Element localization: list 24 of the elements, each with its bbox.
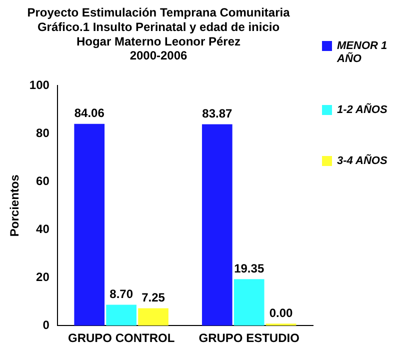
- bar: [74, 124, 105, 326]
- data-label: 19.35: [234, 261, 264, 276]
- legend-label: MENOR 1 AÑO: [337, 40, 388, 66]
- y-tick-label: 100: [29, 78, 50, 92]
- y-tick-label: 0: [42, 318, 50, 332]
- x-tick-label: GRUPO ESTUDIO: [198, 331, 300, 346]
- y-tick-label: 80: [36, 126, 50, 140]
- bar: [106, 304, 136, 326]
- y-tick-label: 40: [36, 222, 50, 236]
- data-label: 8.70: [110, 287, 134, 302]
- data-label: 0.00: [269, 306, 294, 320]
- x-tick-label: GRUPO CONTROL: [68, 331, 175, 346]
- bar: [138, 308, 168, 326]
- data-label: 83.87: [202, 106, 232, 121]
- data-label: 7.25: [142, 290, 166, 305]
- data-label: 84.06: [74, 106, 105, 120]
- chart-title: Proyecto Estimulación Temprana Comunitaria Gráfico.1 Insulto Perinatal y edad de inicio Hogar Materno Leonor Pérez 2000-2006: [27, 6, 290, 63]
- y-axis-title: Porcientos: [8, 174, 22, 237]
- legend-label: 3-4 AÑOS: [337, 155, 388, 168]
- y-tick-label: 60: [36, 174, 50, 188]
- bar: [202, 124, 232, 326]
- legend-label: 1-2 AÑOS: [337, 104, 388, 117]
- bar: [234, 279, 264, 326]
- y-tick-label: 20: [36, 270, 50, 284]
